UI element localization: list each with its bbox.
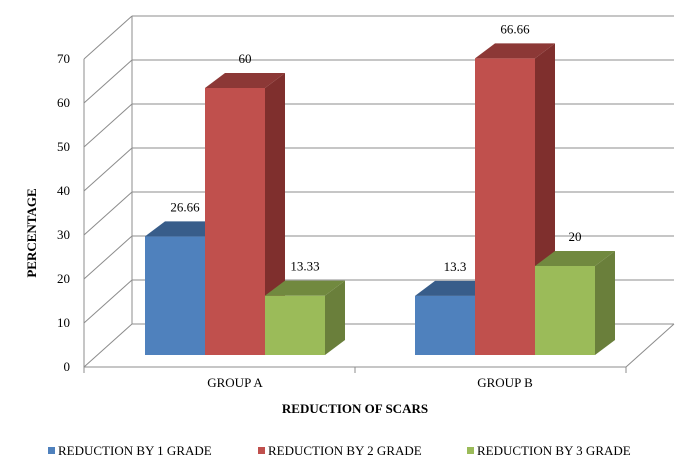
- x-category-label: GROUP B: [477, 375, 533, 390]
- x-category-label: GROUP A: [207, 375, 263, 390]
- bar-front: [415, 295, 475, 355]
- data-label: 13.3: [444, 259, 467, 274]
- legend-item: REDUCTION BY 2 GRADE: [258, 443, 422, 458]
- bar-top: [265, 280, 345, 296]
- bar-front: [535, 266, 595, 355]
- gridline-diagonal: [83, 235, 133, 280]
- gridline-diagonal: [83, 147, 133, 192]
- y-tick-label: 50: [57, 139, 70, 154]
- legend-swatch: [467, 447, 474, 454]
- floor-right-edge: [625, 323, 675, 368]
- legend: REDUCTION BY 1 GRADE REDUCTION BY 2 GRADE…: [48, 443, 631, 458]
- legend-swatch: [48, 447, 55, 454]
- legend-label: REDUCTION BY 1 GRADE: [58, 443, 212, 458]
- y-tick-label: 20: [57, 271, 70, 286]
- bar-front: [475, 58, 535, 355]
- y-tick-label: 10: [57, 315, 70, 330]
- data-label: 66.66: [500, 21, 530, 36]
- bar: [535, 251, 615, 355]
- data-label: 26.66: [170, 199, 200, 214]
- x-axis-title: REDUCTION OF SCARS: [282, 401, 428, 416]
- category-labels: GROUP A GROUP B: [207, 375, 533, 390]
- y-tick-label: 40: [57, 183, 70, 198]
- bar-front: [205, 88, 265, 355]
- y-tick-label: 60: [57, 95, 70, 110]
- legend-item: REDUCTION BY 1 GRADE: [48, 443, 212, 458]
- y-tick-labels: 0 10 20 30 40 50 60 70: [57, 51, 70, 374]
- gridline-diagonal: [83, 59, 133, 104]
- bar: [265, 280, 345, 355]
- legend-item: REDUCTION BY 3 GRADE: [467, 443, 631, 458]
- data-labels: 26.66 60 13.33 13.3 66.66 20: [170, 21, 581, 273]
- y-tick-label: 70: [57, 51, 70, 66]
- y-tick-label: 0: [64, 359, 71, 374]
- data-label: 13.33: [290, 259, 319, 274]
- gridline-diagonal: [83, 15, 133, 60]
- bar-top: [205, 73, 285, 88]
- y-tick-label: 30: [57, 227, 70, 242]
- bar-top: [475, 43, 555, 59]
- bar: [205, 73, 285, 355]
- gridline-diagonal: [83, 323, 133, 368]
- bar-side: [325, 280, 345, 355]
- legend-label: REDUCTION BY 3 GRADE: [477, 443, 631, 458]
- gridline-diagonal: [83, 279, 133, 324]
- data-label: 20: [569, 229, 582, 244]
- y-axis-title: PERCENTAGE: [24, 188, 39, 277]
- bar-front: [265, 295, 325, 355]
- gridline-diagonal: [83, 103, 133, 148]
- bar-top: [535, 251, 615, 266]
- legend-swatch: [258, 447, 265, 454]
- bar-front: [145, 236, 205, 355]
- bar-side: [595, 251, 615, 355]
- legend-label: REDUCTION BY 2 GRADE: [268, 443, 422, 458]
- data-label: 60: [239, 51, 252, 66]
- gridline-diagonal: [83, 191, 133, 236]
- bars: [145, 43, 615, 355]
